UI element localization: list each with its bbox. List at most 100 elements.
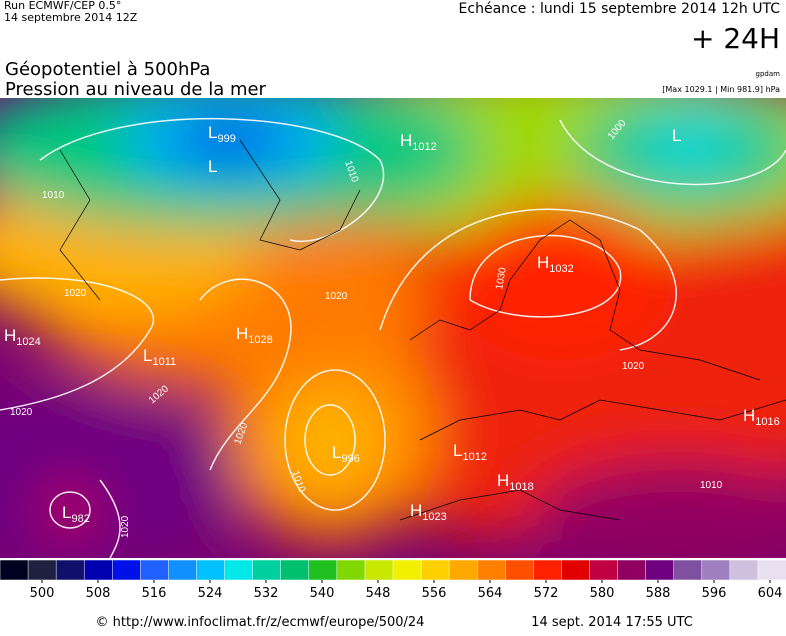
center-value: 996 xyxy=(341,453,359,465)
colorbar-tick-label: 548 xyxy=(366,586,391,601)
colorbar-swatch xyxy=(364,559,394,581)
pressure-center: L999 xyxy=(208,123,236,145)
center-kind: H xyxy=(410,501,422,520)
run-date: 14 septembre 2014 12Z xyxy=(4,11,138,24)
center-kind: H xyxy=(497,471,509,490)
colorbar-tick-label: 516 xyxy=(142,586,167,601)
colorbar-tick-label: 596 xyxy=(702,586,727,601)
lead-time: + 24H xyxy=(691,22,780,55)
colorbar-tick-label: 564 xyxy=(478,586,503,601)
isobar-label: 1030 xyxy=(494,266,509,290)
pressure-center: H1023 xyxy=(410,501,447,523)
pressure-center: H1024 xyxy=(4,326,41,348)
colorbar-tick-label: 580 xyxy=(590,586,615,601)
pressure-center: H1028 xyxy=(236,324,273,346)
pressure-center: L996 xyxy=(332,443,360,465)
colorbar-swatch xyxy=(27,559,57,581)
colorbar-tick-label: 508 xyxy=(86,586,111,601)
colorbar-tick-label: 500 xyxy=(30,586,55,601)
center-value: 1012 xyxy=(412,141,436,153)
colorbar-swatch xyxy=(140,559,170,581)
footer-date: 14 sept. 2014 17:55 UTC xyxy=(531,615,693,630)
colorbar-tick-label: 532 xyxy=(254,586,279,601)
isobar-label: 1020 xyxy=(622,361,645,372)
pressure-center: L1012 xyxy=(453,441,487,463)
colorbar-tick-label: 588 xyxy=(646,586,671,601)
pressure-center: L xyxy=(672,126,681,145)
center-value: 1023 xyxy=(422,511,446,523)
center-kind: H xyxy=(537,253,549,272)
colorbar-swatch xyxy=(420,559,450,581)
colorbar-swatch xyxy=(673,559,703,581)
header: Run ECMWF/CEP 0.5° 14 septembre 2014 12Z… xyxy=(4,0,780,100)
colorbar-swatch xyxy=(112,559,142,581)
subtitle: Pression au niveau de la mer xyxy=(5,79,267,100)
center-kind: L xyxy=(208,123,217,142)
map: L999 L L H1012 H1032 H1024 H1028 L1011 L… xyxy=(0,98,786,558)
colorbar-swatch xyxy=(645,559,675,581)
center-value: 1032 xyxy=(549,263,573,275)
colorbar-tick-label: 604 xyxy=(758,586,783,601)
center-kind: L xyxy=(672,126,681,145)
center-value: 1012 xyxy=(462,451,486,463)
center-kind: L xyxy=(332,443,341,462)
colorbar-swatch xyxy=(83,559,114,581)
colorbar-swatch xyxy=(757,559,786,581)
run: Run ECMWF/CEP 0.5° xyxy=(4,0,121,12)
colorbar-swatch xyxy=(336,559,366,581)
title: Géopotentiel à 500hPa xyxy=(5,59,210,80)
pressure-center: H1012 xyxy=(400,131,437,153)
center-kind: L xyxy=(453,441,462,460)
pressure-center: L982 xyxy=(62,503,90,525)
center-value: 1016 xyxy=(755,416,779,428)
colorbar-swatch xyxy=(448,559,478,581)
colorbar: 500 508 516 524 532 540 548 556 564 572 580 588 596 6… xyxy=(0,559,786,601)
colorbar-tick-label: 524 xyxy=(198,586,223,601)
pressure-center: L1011 xyxy=(143,346,176,368)
center-kind: L xyxy=(62,503,71,522)
center-kind: H xyxy=(4,326,16,345)
colorbar-swatch xyxy=(701,559,731,581)
colorbar-swatch xyxy=(476,559,507,581)
colorbar-swatch xyxy=(729,559,759,581)
colorbar-swatch xyxy=(617,559,647,581)
colorbar-swatch xyxy=(168,559,198,581)
center-value: 1024 xyxy=(16,336,40,348)
range: [Max 1029.1 | Min 981.9] hPa xyxy=(662,85,780,94)
colorbar-swatch xyxy=(308,559,338,581)
unit: gpdam xyxy=(756,70,781,78)
colorbar-swatch xyxy=(196,559,226,581)
center-value: 1011 xyxy=(152,356,176,368)
colorbar-swatch xyxy=(280,559,310,581)
colorbar-swatch xyxy=(505,559,535,581)
pressure-center: H1016 xyxy=(743,406,780,428)
isobar-label: 1010 xyxy=(42,190,65,201)
center-kind: H xyxy=(236,324,248,343)
center-kind: H xyxy=(400,131,412,150)
isobar-label: 1010 xyxy=(700,480,723,491)
center-value: 1028 xyxy=(248,334,272,346)
center-kind: H xyxy=(743,406,755,425)
isobar-label: 1020 xyxy=(10,407,33,418)
isobar-label: 1020 xyxy=(120,515,131,538)
center-value: 982 xyxy=(71,513,89,525)
colorbar-swatch xyxy=(392,559,422,581)
colorbar-swatch xyxy=(55,559,85,581)
colorbar-tick-label: 572 xyxy=(534,586,559,601)
center-value: 1018 xyxy=(509,481,533,493)
isobar-label: 1020 xyxy=(325,291,348,302)
colorbar-swatch xyxy=(252,559,282,581)
colorbar-swatch xyxy=(561,559,591,581)
pressure-center: L xyxy=(208,157,217,176)
center-kind: L xyxy=(143,346,152,365)
colorbar-swatch xyxy=(0,559,29,581)
pressure-center: H1032 xyxy=(537,253,574,275)
colorbar-swatch xyxy=(224,559,254,581)
colorbar-swatch xyxy=(589,559,619,581)
center-value: 999 xyxy=(217,133,235,145)
pressure-center: H1018 xyxy=(497,471,534,493)
colorbar-tick-label: 540 xyxy=(310,586,335,601)
footer-url: © http://www.infoclimat.fr/z/ecmwf/europ… xyxy=(96,615,425,630)
